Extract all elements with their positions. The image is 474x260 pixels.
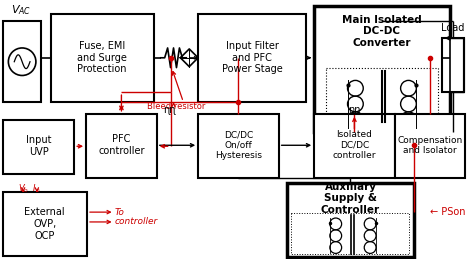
Text: Input
UVP: Input UVP — [26, 135, 52, 157]
Bar — [198, 114, 279, 178]
Text: Compensation
and Isolator: Compensation and Isolator — [398, 135, 463, 155]
Text: Bleed resistor: Bleed resistor — [147, 102, 205, 112]
Bar — [314, 6, 450, 132]
Bar — [326, 68, 438, 122]
Bar — [3, 192, 87, 256]
Bar — [3, 120, 74, 174]
Text: External
OVP,
OCP: External OVP, OCP — [25, 207, 65, 240]
Text: Isolated
DC/DC
controller: Isolated DC/DC controller — [333, 130, 376, 160]
Text: Fuse, EMI
and Surge
Protection: Fuse, EMI and Surge Protection — [77, 41, 127, 74]
Bar — [86, 114, 157, 178]
Bar — [287, 183, 414, 257]
Text: Input Filter
and PFC
Power Stage: Input Filter and PFC Power Stage — [222, 41, 283, 74]
Bar — [395, 114, 465, 178]
Bar — [292, 213, 410, 254]
Bar — [442, 38, 464, 92]
Text: $V_o$  $I_o$: $V_o$ $I_o$ — [18, 182, 40, 195]
Text: DC/DC
On/off
Hysteresis: DC/DC On/off Hysteresis — [215, 130, 262, 160]
Text: Auxiliary
Supply &
Controller: Auxiliary Supply & Controller — [321, 182, 380, 215]
Text: Main Isolated
DC-DC
Converter: Main Isolated DC-DC Converter — [342, 15, 422, 48]
Text: Load: Load — [441, 23, 465, 33]
Text: $V_{AC}$: $V_{AC}$ — [11, 4, 32, 17]
Text: controller: controller — [115, 217, 158, 226]
Bar — [314, 114, 395, 178]
Bar — [198, 14, 306, 102]
Text: PFC
controller: PFC controller — [98, 134, 145, 156]
Bar — [3, 21, 41, 102]
Text: ɳɳ: ɳɳ — [348, 105, 361, 115]
Text: ɳɳ: ɳɳ — [164, 105, 176, 115]
Text: ← PSon: ← PSon — [430, 207, 465, 217]
Bar — [51, 14, 154, 102]
Text: To: To — [115, 208, 124, 217]
